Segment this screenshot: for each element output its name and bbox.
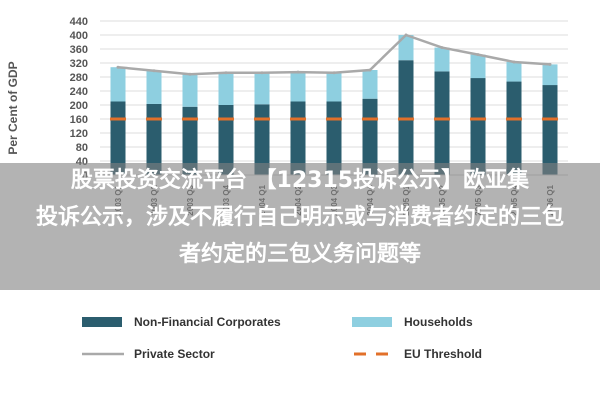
bar-households bbox=[182, 74, 198, 107]
bar-households bbox=[254, 72, 270, 105]
y-tick-label: 160 bbox=[70, 114, 88, 126]
point-private-sector bbox=[404, 33, 408, 37]
legend-label: Households bbox=[404, 315, 473, 329]
bar-households bbox=[542, 64, 558, 86]
bar-non-financial-corporates bbox=[218, 105, 234, 175]
bar-households bbox=[146, 70, 162, 104]
legend-swatch bbox=[352, 317, 392, 327]
point-private-sector bbox=[440, 46, 444, 50]
y-tick-label: 400 bbox=[70, 30, 88, 42]
y-tick-label: 440 bbox=[70, 16, 88, 28]
y-tick-label: 200 bbox=[70, 100, 88, 112]
point-private-sector bbox=[548, 62, 552, 66]
y-tick-label: 320 bbox=[70, 58, 88, 70]
bar-households bbox=[398, 35, 414, 61]
bar-households bbox=[290, 72, 306, 102]
legend-label: EU Threshold bbox=[404, 347, 482, 361]
point-private-sector bbox=[296, 70, 300, 74]
y-tick-label: 360 bbox=[70, 44, 88, 56]
bar-households bbox=[506, 61, 522, 82]
y-axis-label: Per Cent of GDP bbox=[6, 61, 20, 154]
point-private-sector bbox=[476, 53, 480, 57]
y-tick-label: 240 bbox=[70, 86, 88, 98]
bar-households bbox=[434, 47, 450, 72]
bar-non-financial-corporates bbox=[434, 71, 450, 175]
bar-non-financial-corporates bbox=[146, 103, 162, 175]
bar-households bbox=[326, 72, 342, 102]
bar-households bbox=[470, 54, 486, 79]
bar-non-financial-corporates bbox=[182, 106, 198, 175]
point-private-sector bbox=[332, 71, 336, 75]
y-tick-label: 80 bbox=[76, 142, 88, 154]
point-private-sector bbox=[152, 69, 156, 73]
point-private-sector bbox=[116, 65, 120, 69]
point-private-sector bbox=[512, 60, 516, 64]
legend-label: Private Sector bbox=[134, 347, 215, 361]
bar-non-financial-corporates bbox=[254, 104, 270, 175]
banner-line-2: 投诉公示，涉及不履行自己明示或与消费者约定的三包 bbox=[35, 205, 564, 230]
bar-non-financial-corporates bbox=[506, 81, 522, 175]
bar-households bbox=[218, 72, 234, 105]
bar-households bbox=[362, 70, 378, 99]
bar-households bbox=[110, 67, 126, 102]
point-private-sector bbox=[368, 68, 372, 72]
y-tick-label: 120 bbox=[70, 128, 88, 140]
point-private-sector bbox=[224, 71, 228, 75]
bar-non-financial-corporates bbox=[542, 85, 558, 175]
legend-label: Non-Financial Corporates bbox=[134, 315, 281, 329]
point-private-sector bbox=[260, 71, 264, 75]
y-tick-label: 280 bbox=[70, 72, 88, 84]
banner-line-3: 者约定的三包义务问题等 bbox=[178, 242, 421, 267]
point-private-sector bbox=[188, 72, 192, 76]
bar-non-financial-corporates bbox=[470, 78, 486, 175]
legend-swatch bbox=[82, 317, 122, 327]
banner-line-1: 股票投资交流平台 【12315投诉公示】欧亚集 bbox=[70, 168, 530, 193]
watermark-banner: 股票投资交流平台 【12315投诉公示】欧亚集 投诉公示，涉及不履行自己明示或与… bbox=[0, 163, 600, 290]
